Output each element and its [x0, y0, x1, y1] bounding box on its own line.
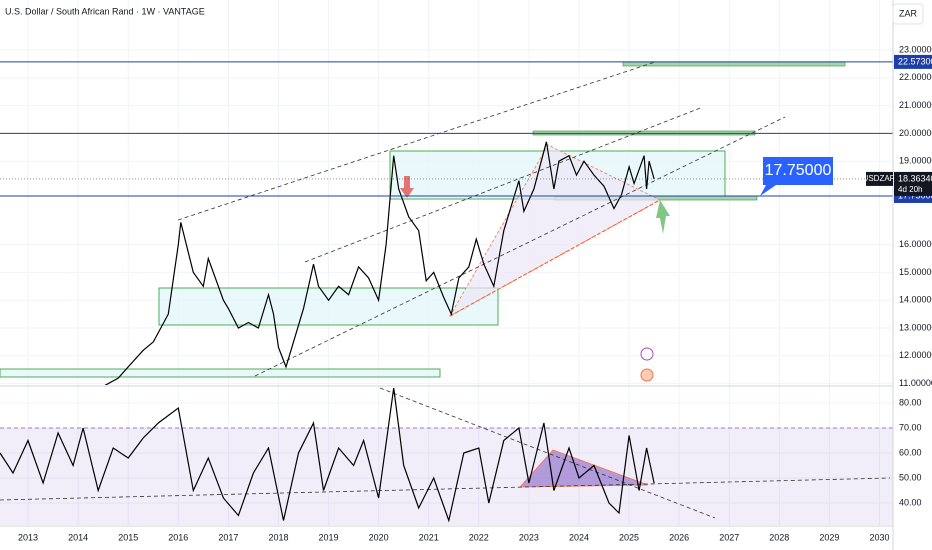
- x-tick-label: 2026: [669, 532, 689, 542]
- countdown: 4d 20h: [898, 185, 922, 194]
- x-tick-label: 2027: [719, 532, 739, 542]
- y-tick-label: 12.00000: [899, 350, 932, 360]
- price-label: 18.36340: [898, 173, 932, 183]
- trend-line: [449, 199, 661, 317]
- event-icon[interactable]: [640, 368, 654, 382]
- x-tick-label: 2019: [319, 532, 339, 542]
- y-tick-label: 50.00: [899, 472, 922, 482]
- zone-bar: [622, 61, 846, 67]
- rsi-trend: [379, 387, 716, 519]
- rsi-trend: [0, 477, 891, 501]
- channel-line: [304, 106, 704, 263]
- y-tick-label: 80.00: [899, 397, 922, 407]
- currency-button[interactable]: [892, 3, 924, 25]
- y-tick-label: 60.00: [899, 447, 922, 457]
- y-tick-label: 23.00000: [899, 44, 932, 54]
- price-line: [104, 141, 655, 385]
- up-arrow: [656, 200, 670, 234]
- y-tick-label: 14.00000: [899, 295, 932, 305]
- channel-line: [254, 116, 786, 377]
- range-box: [0, 368, 441, 378]
- callout: [760, 157, 833, 196]
- x-tick-label: 2030: [869, 532, 889, 542]
- triangle: [448, 144, 661, 318]
- x-tick-label: 2014: [68, 532, 88, 542]
- y-tick-label: 19.00000: [899, 156, 932, 166]
- y-tick-label: 40.00: [899, 497, 922, 507]
- rsi-band: [0, 428, 893, 525]
- down-arrow: [400, 176, 414, 198]
- x-tick-label: 2016: [168, 532, 188, 542]
- x-tick-label: 2021: [419, 532, 439, 542]
- x-tick-label: 2015: [118, 532, 138, 542]
- y-tick-label: 21.00000: [899, 100, 932, 110]
- y-tick-label: 11.00000: [899, 378, 932, 388]
- chart-title: U.S. Dollar / South African Rand · 1W · …: [5, 6, 205, 16]
- y-tick-label: 70.00: [899, 422, 922, 432]
- y-tick-label: 15.00000: [899, 267, 932, 277]
- x-tick-label: 2013: [18, 532, 38, 542]
- x-tick-label: 2025: [619, 532, 639, 542]
- currency: ZAR: [899, 8, 918, 18]
- x-tick-label: 2028: [769, 532, 789, 542]
- y-tick-label: 13.00000: [899, 322, 932, 332]
- symbol: USDZAR: [863, 174, 896, 183]
- x-tick-label: 2017: [218, 532, 238, 542]
- x-tick-label: 2024: [569, 532, 589, 542]
- y-tick-label: 22.00000: [899, 72, 932, 82]
- x-tick-label: 2018: [268, 532, 288, 542]
- y-tick-label: 16.00000: [899, 239, 932, 249]
- range-box: [158, 287, 499, 326]
- x-tick-label: 2023: [519, 532, 539, 542]
- symbol-tag: [866, 171, 893, 186]
- price-line: [0, 388, 655, 523]
- x-tick-label: 2022: [469, 532, 489, 542]
- price-tag: [894, 171, 932, 196]
- y-tick-label: 20.00000: [899, 128, 932, 138]
- level-tag: [894, 54, 932, 69]
- event-icon[interactable]: [640, 347, 654, 361]
- x-tick-label: 2029: [819, 532, 839, 542]
- x-tick-label: 2020: [369, 532, 389, 542]
- level-label: 22.57300: [898, 56, 932, 66]
- callout-text: 17.75000: [765, 162, 832, 179]
